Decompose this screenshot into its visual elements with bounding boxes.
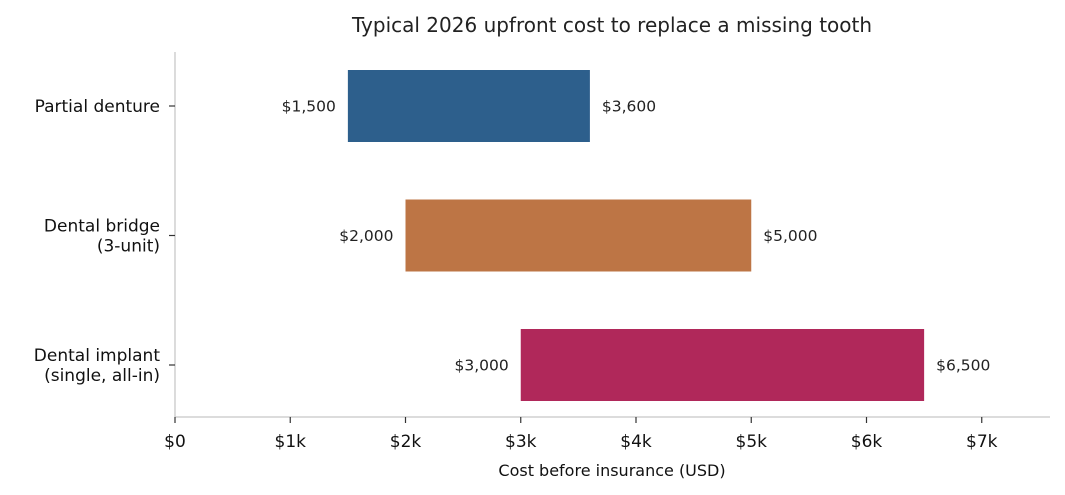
high-value-label: $5,000 (763, 227, 817, 245)
chart-title: Typical 2026 upfront cost to replace a m… (351, 13, 872, 37)
category-label: Partial denture (35, 97, 160, 117)
plot-area: $0 $1k $2k $3k $4k $5k $6k $7k Partial denture $1… (34, 52, 1050, 452)
low-value-label: $3,000 (455, 357, 509, 375)
x-tick-label: $1k (275, 432, 307, 452)
x-tick-label: $4k (620, 432, 652, 452)
category-label: Dental bridge (3-unit) (44, 217, 160, 257)
x-tick-label: $7k (966, 432, 998, 452)
range-bar (347, 70, 590, 142)
x-axis-title: Cost before insurance (USD) (498, 461, 725, 480)
x-tick-label: $3k (505, 432, 537, 452)
x-tick-label: $5k (736, 432, 768, 452)
x-tick-label: $2k (390, 432, 422, 452)
category-label: Dental implant (single, all-in) (34, 346, 161, 386)
low-value-label: $2,000 (339, 227, 393, 245)
x-tick-label: $0 (164, 432, 186, 452)
high-value-label: $6,500 (936, 357, 990, 375)
x-tick-label: $6k (851, 432, 883, 452)
range-bar (520, 329, 925, 401)
low-value-label: $1,500 (282, 98, 336, 116)
high-value-label: $3,600 (602, 98, 656, 116)
range-bar (405, 199, 752, 272)
